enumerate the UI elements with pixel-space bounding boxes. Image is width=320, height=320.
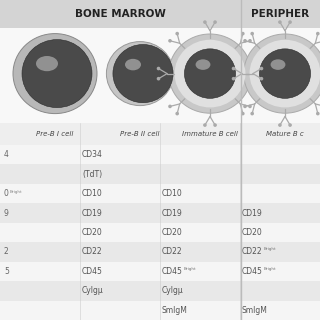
Circle shape bbox=[278, 123, 282, 127]
Circle shape bbox=[250, 32, 254, 36]
Text: SmIgM: SmIgM bbox=[162, 306, 188, 315]
FancyBboxPatch shape bbox=[0, 281, 320, 300]
Text: CD19: CD19 bbox=[82, 209, 103, 218]
Text: CD19: CD19 bbox=[162, 209, 183, 218]
Circle shape bbox=[157, 77, 160, 81]
Text: CD20: CD20 bbox=[242, 228, 263, 237]
Circle shape bbox=[250, 112, 254, 116]
Ellipse shape bbox=[174, 40, 245, 108]
FancyBboxPatch shape bbox=[0, 242, 320, 262]
FancyBboxPatch shape bbox=[0, 223, 320, 242]
FancyBboxPatch shape bbox=[0, 145, 320, 164]
Circle shape bbox=[241, 112, 244, 116]
Ellipse shape bbox=[169, 34, 251, 113]
Circle shape bbox=[232, 67, 235, 70]
Ellipse shape bbox=[22, 40, 92, 108]
Text: CD20: CD20 bbox=[162, 228, 183, 237]
Text: (TdT): (TdT) bbox=[82, 170, 102, 179]
Text: 0: 0 bbox=[4, 189, 9, 198]
Circle shape bbox=[157, 67, 160, 70]
Circle shape bbox=[168, 105, 172, 108]
Circle shape bbox=[168, 39, 172, 43]
Text: 9: 9 bbox=[4, 209, 9, 218]
Ellipse shape bbox=[125, 59, 141, 70]
Ellipse shape bbox=[260, 49, 311, 98]
FancyBboxPatch shape bbox=[0, 0, 241, 28]
Text: CD45: CD45 bbox=[162, 267, 183, 276]
Text: Bright: Bright bbox=[184, 267, 196, 271]
Text: PERIPHER: PERIPHER bbox=[252, 9, 309, 19]
Text: 4: 4 bbox=[4, 150, 9, 159]
FancyBboxPatch shape bbox=[0, 300, 320, 320]
Circle shape bbox=[203, 20, 207, 24]
Text: CD34: CD34 bbox=[82, 150, 103, 159]
FancyBboxPatch shape bbox=[0, 203, 320, 223]
Ellipse shape bbox=[184, 49, 236, 98]
Circle shape bbox=[213, 20, 217, 24]
Circle shape bbox=[213, 123, 217, 127]
Text: CD19: CD19 bbox=[242, 209, 263, 218]
Ellipse shape bbox=[113, 44, 173, 103]
Ellipse shape bbox=[36, 56, 58, 71]
Circle shape bbox=[260, 67, 263, 70]
FancyBboxPatch shape bbox=[0, 184, 320, 203]
Ellipse shape bbox=[13, 34, 97, 114]
FancyBboxPatch shape bbox=[0, 123, 320, 145]
Text: CD20: CD20 bbox=[82, 228, 103, 237]
Circle shape bbox=[175, 32, 179, 36]
Ellipse shape bbox=[271, 59, 285, 70]
Text: BONE MARROW: BONE MARROW bbox=[75, 9, 166, 19]
Text: CD45: CD45 bbox=[242, 267, 263, 276]
Ellipse shape bbox=[244, 34, 320, 113]
Circle shape bbox=[260, 77, 263, 81]
Text: Pre-B I cell: Pre-B I cell bbox=[36, 131, 74, 137]
Circle shape bbox=[248, 105, 252, 108]
Circle shape bbox=[232, 77, 235, 81]
Circle shape bbox=[243, 105, 247, 108]
Text: SmIgM: SmIgM bbox=[242, 306, 268, 315]
FancyBboxPatch shape bbox=[0, 28, 320, 123]
Circle shape bbox=[288, 123, 292, 127]
Text: CD22: CD22 bbox=[162, 247, 183, 256]
Ellipse shape bbox=[250, 40, 320, 108]
Text: Mature B c: Mature B c bbox=[266, 131, 304, 137]
Circle shape bbox=[316, 32, 320, 36]
Text: Pre-B II cell: Pre-B II cell bbox=[120, 131, 160, 137]
Circle shape bbox=[241, 32, 244, 36]
Text: CD10: CD10 bbox=[162, 189, 183, 198]
Circle shape bbox=[316, 112, 320, 116]
Circle shape bbox=[203, 123, 207, 127]
FancyBboxPatch shape bbox=[0, 164, 320, 184]
Ellipse shape bbox=[196, 59, 211, 70]
Text: CyIgμ: CyIgμ bbox=[162, 286, 184, 295]
Text: CyIgμ: CyIgμ bbox=[82, 286, 104, 295]
FancyBboxPatch shape bbox=[241, 0, 320, 28]
FancyBboxPatch shape bbox=[0, 262, 320, 281]
Text: Bright: Bright bbox=[10, 190, 23, 194]
Circle shape bbox=[278, 20, 282, 24]
Text: CD22: CD22 bbox=[242, 247, 263, 256]
Text: CD10: CD10 bbox=[82, 189, 103, 198]
Text: 2: 2 bbox=[4, 247, 9, 256]
Text: Bright: Bright bbox=[264, 267, 276, 271]
Text: 5: 5 bbox=[4, 267, 9, 276]
Text: CD45: CD45 bbox=[82, 267, 103, 276]
Text: CD22: CD22 bbox=[82, 247, 103, 256]
Ellipse shape bbox=[106, 42, 174, 106]
Text: Bright: Bright bbox=[264, 247, 276, 252]
Circle shape bbox=[288, 20, 292, 24]
Circle shape bbox=[175, 112, 179, 116]
Text: Immature B cell: Immature B cell bbox=[182, 131, 238, 137]
Circle shape bbox=[248, 39, 252, 43]
Circle shape bbox=[243, 39, 247, 43]
